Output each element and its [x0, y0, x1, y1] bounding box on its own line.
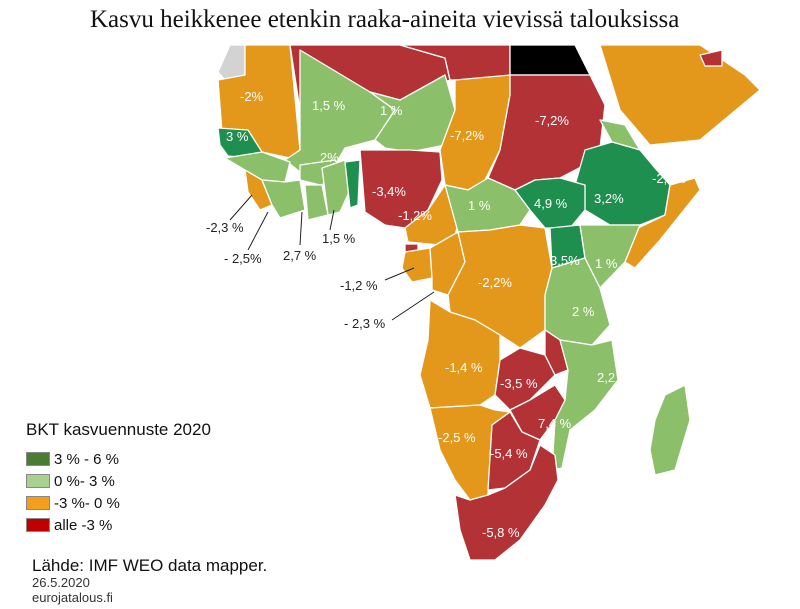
legend-title: BKT kasvuennuste 2020 — [26, 420, 211, 439]
date-note: 26.5.2020 — [32, 575, 90, 590]
label-chad: -7,2% — [450, 128, 484, 143]
country-egypt — [509, 44, 591, 76]
label-car: 1 % — [468, 198, 491, 213]
label-niger: 1 % — [380, 103, 403, 118]
country-botswana — [487, 411, 541, 491]
label-uganda: 3,5% — [550, 253, 580, 268]
leader-benin — [329, 209, 335, 231]
label-zambia: -3,5 % — [500, 376, 538, 391]
legend-swatch — [26, 518, 50, 532]
country-drc — [447, 224, 553, 349]
label-ethiopia: 3,2% — [594, 191, 624, 206]
legend-label: -3 %- 0 % — [54, 494, 120, 512]
label-mali: 1,5 % — [312, 98, 346, 113]
site-note: eurojatalous.fi — [32, 590, 113, 605]
region-arabia-east — [699, 49, 723, 67]
country-niger — [369, 74, 456, 153]
legend-item: 0 %- 3 % — [26, 470, 211, 492]
label-burkina-faso: 2% — [320, 150, 339, 165]
label-namibia: -2,5 % — [438, 430, 476, 445]
label-congo: - 2,3 % — [344, 316, 386, 331]
label-cote-divoire: - 2,5% — [224, 251, 262, 266]
label-south-sudan: 4,9 % — [534, 196, 568, 211]
label-botswana: -5,4 % — [490, 446, 528, 461]
label-south-africa: -5,8 % — [482, 525, 520, 540]
legend-label: 3 % - 6 % — [54, 450, 120, 468]
country-south-sudan — [514, 177, 586, 229]
label-cameroon: -1,2% — [398, 208, 432, 223]
leader-cote-divoire — [247, 211, 269, 251]
country-cote-divoire — [261, 179, 306, 219]
legend-swatch — [26, 452, 50, 466]
country-gabon — [401, 247, 433, 283]
country-togo-benin-strip — [344, 159, 361, 209]
legend-item: 3 % - 6 % — [26, 448, 211, 470]
legend-label: alle -3 % — [54, 516, 113, 534]
country-somalia — [624, 177, 701, 269]
legend-swatch — [26, 496, 50, 510]
country-madagascar — [649, 384, 691, 476]
label-mauritania: -2% — [240, 89, 264, 104]
country-liberia — [244, 169, 273, 211]
legend-label: 0 %- 3 % — [54, 472, 115, 490]
label-ghana: 2,7 % — [283, 248, 317, 263]
legend-item: alle -3 % — [26, 514, 211, 536]
label-mozambique: 2,2 — [597, 370, 615, 385]
label-tanzania: 2 % — [572, 304, 595, 319]
label-sudan: -7,2% — [535, 113, 569, 128]
leader-congo — [391, 291, 435, 321]
label-somalia: -2,5% — [652, 171, 686, 186]
label-kenya: 1 % — [595, 256, 618, 271]
label-liberia: -2,3 % — [206, 220, 244, 235]
source-note: Lähde: IMF WEO data mapper. — [32, 556, 268, 575]
leader-liberia — [229, 194, 253, 221]
country-malawi — [544, 329, 569, 376]
label-drc: -2,2% — [478, 275, 512, 290]
label-zimbabwe: 7,4 % — [538, 416, 572, 431]
country-western-sahara — [217, 44, 246, 81]
label-nigeria: -3,4% — [372, 184, 406, 199]
label-angola: -1,4 % — [445, 360, 483, 375]
country-zambia — [494, 347, 556, 411]
region-arabia — [599, 44, 761, 146]
map-title: Kasvu heikkenee etenkin raaka-aineita vi… — [90, 6, 680, 33]
legend-swatch — [26, 474, 50, 488]
legend-item: -3 %- 0 % — [26, 492, 211, 514]
legend: BKT kasvuennuste 2020 3 % - 6 % 0 %- 3 %… — [26, 420, 211, 536]
leader-gabon — [384, 267, 415, 281]
country-benin — [321, 159, 351, 216]
country-mozambique — [551, 339, 619, 471]
label-gabon: -1,2 % — [340, 278, 378, 293]
leader-ghana — [299, 211, 303, 246]
label-benin: 1,5 % — [322, 231, 356, 246]
label-senegal: 3 % — [226, 129, 249, 144]
country-south-africa — [454, 444, 559, 561]
